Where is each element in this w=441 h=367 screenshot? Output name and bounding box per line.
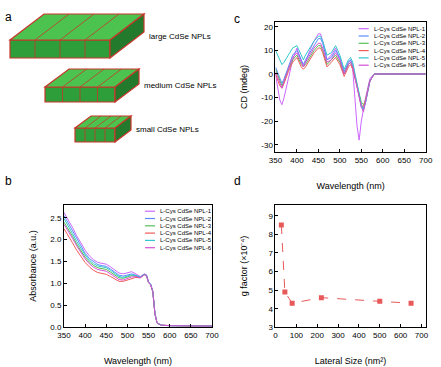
svg-text:L-Cys CdSe NPL-1: L-Cys CdSe NPL-1 — [160, 208, 212, 214]
svg-text:L-Cys CdSe NPL-3: L-Cys CdSe NPL-3 — [374, 40, 426, 46]
svg-text:5: 5 — [268, 286, 273, 295]
svg-text:550: 550 — [355, 156, 369, 165]
svg-text:400: 400 — [78, 331, 92, 340]
svg-text:600: 600 — [394, 331, 408, 340]
svg-text:1.0: 1.0 — [50, 279, 62, 288]
svg-text:700: 700 — [419, 156, 433, 165]
svg-text:L-Cys CdSe NPL-4: L-Cys CdSe NPL-4 — [160, 230, 212, 236]
svg-text:20: 20 — [264, 23, 273, 32]
svg-text:-20: -20 — [261, 117, 273, 126]
svg-text:Wavelength (nm): Wavelength (nm) — [316, 181, 384, 191]
svg-text:200: 200 — [311, 331, 325, 340]
svg-text:650: 650 — [398, 156, 412, 165]
svg-text:600: 600 — [376, 156, 390, 165]
svg-text:350: 350 — [57, 331, 71, 340]
svg-text:-30: -30 — [261, 141, 273, 150]
svg-text:600: 600 — [163, 331, 177, 340]
svg-text:L-Cys CdSe NPL-3: L-Cys CdSe NPL-3 — [160, 223, 212, 229]
svg-text:650: 650 — [184, 331, 198, 340]
svg-text:400: 400 — [352, 331, 366, 340]
svg-text:100: 100 — [290, 331, 304, 340]
svg-text:2.5: 2.5 — [50, 214, 62, 223]
svg-text:L-Cys CdSe NPL-6: L-Cys CdSe NPL-6 — [374, 62, 426, 68]
svg-text:CD (mdeg): CD (mdeg) — [239, 65, 249, 109]
svg-text:L-Cys CdSe NPL-5: L-Cys CdSe NPL-5 — [374, 55, 426, 61]
svg-text:L-Cys CdSe NPL-2: L-Cys CdSe NPL-2 — [374, 33, 426, 39]
svg-text:0: 0 — [273, 331, 278, 340]
svg-text:6: 6 — [268, 267, 273, 276]
svg-text:700: 700 — [205, 331, 219, 340]
svg-text:450: 450 — [100, 331, 114, 340]
svg-text:L-Cys CdSe NPL-1: L-Cys CdSe NPL-1 — [374, 26, 426, 32]
svg-text:350: 350 — [269, 156, 283, 165]
svg-text:700: 700 — [415, 331, 429, 340]
svg-text:Wavelength (nm): Wavelength (nm) — [104, 356, 172, 366]
svg-text:3: 3 — [268, 323, 273, 332]
svg-text:400: 400 — [290, 156, 304, 165]
svg-text:g factor (×10⁻⁴): g factor (×10⁻⁴) — [239, 236, 249, 297]
svg-text:0.0: 0.0 — [50, 323, 62, 332]
svg-text:500: 500 — [373, 331, 387, 340]
svg-text:large CdSe NPLs: large CdSe NPLs — [149, 32, 211, 41]
svg-text:-10: -10 — [261, 93, 273, 102]
svg-text:L-Cys CdSe NPL-2: L-Cys CdSe NPL-2 — [160, 216, 212, 222]
svg-text:0.5: 0.5 — [50, 301, 62, 310]
svg-text:c: c — [234, 12, 240, 26]
svg-text:300: 300 — [331, 331, 345, 340]
svg-text:550: 550 — [142, 331, 156, 340]
svg-text:a: a — [5, 10, 12, 24]
svg-text:L-Cys CdSe NPL-5: L-Cys CdSe NPL-5 — [160, 237, 212, 243]
svg-text:small CdSe NPLs: small CdSe NPLs — [136, 125, 199, 134]
svg-text:10: 10 — [264, 46, 273, 55]
svg-text:Absorbance (a.u.): Absorbance (a.u.) — [28, 230, 38, 302]
svg-text:4: 4 — [268, 305, 273, 314]
svg-text:7: 7 — [268, 249, 273, 258]
svg-text:L-Cys CdSe NPL-4: L-Cys CdSe NPL-4 — [374, 48, 426, 54]
svg-text:2.0: 2.0 — [50, 235, 62, 244]
svg-text:0: 0 — [268, 70, 273, 79]
svg-text:1.5: 1.5 — [50, 257, 62, 266]
svg-text:Lateral Size (nm²): Lateral Size (nm²) — [315, 356, 387, 366]
svg-text:medium CdSe NPLs: medium CdSe NPLs — [144, 81, 216, 90]
svg-text:500: 500 — [121, 331, 135, 340]
svg-text:9: 9 — [268, 212, 273, 221]
svg-text:d: d — [234, 174, 241, 188]
svg-text:L-Cys CdSe NPL-6: L-Cys CdSe NPL-6 — [160, 245, 212, 251]
svg-text:8: 8 — [268, 230, 273, 239]
svg-text:450: 450 — [312, 156, 326, 165]
svg-text:500: 500 — [333, 156, 347, 165]
svg-text:b: b — [5, 174, 12, 188]
